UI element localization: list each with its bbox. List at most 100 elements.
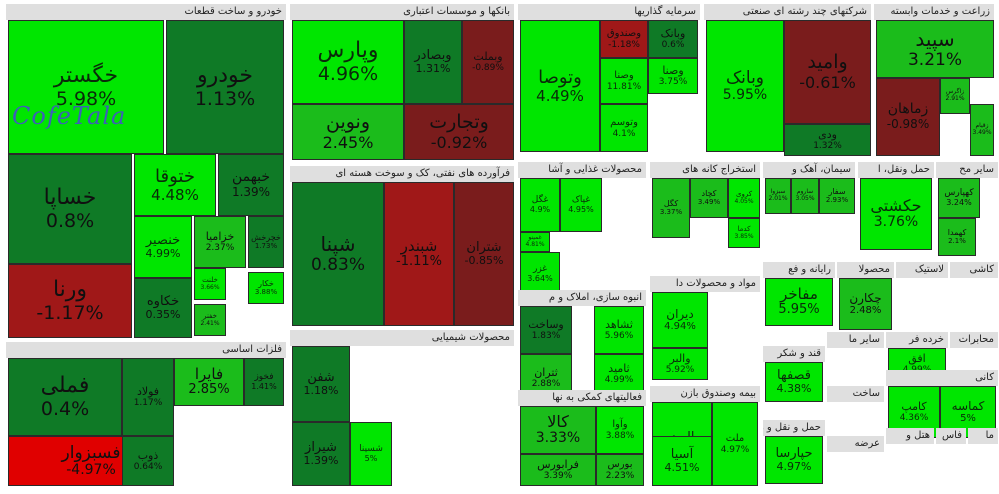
- stock-tile[interactable]: سپید 3.21%: [876, 20, 994, 78]
- sector-25[interactable]: ساخت: [827, 386, 884, 432]
- sector-10[interactable]: سایر مح کهپارس 3.24% کهمدا 2.1%: [936, 162, 998, 258]
- sector-2[interactable]: سرمایه گذاریها وتوصا 4.49% وصندوق -1.18% وبان…: [518, 4, 700, 156]
- stock-tile[interactable]: بورس 2.23%: [596, 454, 644, 486]
- stock-tile[interactable]: چکارن 2.48%: [839, 278, 892, 330]
- sector-6[interactable]: محصولات غذایی و آشا غگل 4.9% غپاک 4.95% غزر 3.…: [518, 162, 646, 300]
- stock-tile[interactable]: فولاد 1.17%: [122, 358, 174, 436]
- sector-21[interactable]: قند و شکر قصفها 4.38%: [763, 346, 825, 406]
- sector-14[interactable]: محصولا چکارن 2.48%: [837, 262, 894, 332]
- sector-13[interactable]: رایانه و فع مفاخر 5.95%: [763, 262, 835, 328]
- stock-tile[interactable]: وتوسم 4.1%: [600, 104, 648, 152]
- stock-tile[interactable]: وامید -0.61%: [784, 20, 871, 124]
- stock-tile[interactable]: حکشتی 3.76%: [860, 178, 932, 250]
- sector-5[interactable]: فرآورده های نفتی، کک و سوخت هسته ای شپنا 0…: [290, 166, 514, 326]
- stock-tile[interactable]: وصندوق -1.18%: [600, 20, 648, 58]
- stock-tile[interactable]: خلنت 3.66%: [194, 268, 226, 300]
- stock-tile[interactable]: ملت 4.97%: [712, 402, 758, 486]
- stock-tile[interactable]: ذوب 0.64%: [122, 436, 174, 486]
- sector-9[interactable]: حمل ونقل، ا حکشتی 3.76%: [858, 162, 934, 258]
- stock-tile[interactable]: فملی 0.4%: [8, 358, 122, 436]
- stock-tile[interactable]: سبزوا 2.01%: [765, 178, 791, 214]
- stock-tile[interactable]: کهپارس 3.24%: [938, 178, 980, 218]
- stock-tile[interactable]: وصنا 3.75%: [648, 58, 698, 94]
- sector-12[interactable]: مواد و محصولات دا دیران 4.94% والبر 5.92%: [650, 276, 760, 382]
- stock-tile[interactable]: مفاخر 5.95%: [765, 278, 833, 326]
- sector-31[interactable]: ما: [968, 428, 998, 486]
- stock-tile[interactable]: خکاوه 0.35%: [134, 278, 192, 338]
- stock-tile[interactable]: وآوا 3.88%: [596, 406, 644, 454]
- stock-tile[interactable]: وبانک 5.95%: [706, 20, 784, 152]
- sector-17[interactable]: فلزات اساسی فملی 0.4% فولاد 1.17% فسبزوار -4.9…: [6, 342, 286, 486]
- stock-tile[interactable]: خچرخش 1.73%: [248, 216, 284, 268]
- sector-20[interactable]: بیمه وصندوق بازنالبرز4.74%آسیا4.51%ملت4.…: [650, 386, 760, 486]
- stock-tile[interactable]: ودی 1.32%: [784, 124, 871, 156]
- stock-tile[interactable]: کدما 3.85%: [728, 218, 760, 248]
- stock-tile[interactable]: خگستر 5.98%: [8, 20, 164, 154]
- sector-title: قند و شکر: [763, 346, 825, 362]
- sector-30[interactable]: فاس: [936, 428, 966, 486]
- sector-1[interactable]: بانکها و موسسات اعتباری وپارس 4.96% وبصادر 1…: [290, 4, 514, 162]
- sector-22[interactable]: سایر ما: [827, 332, 884, 382]
- stock-tile[interactable]: خودرو 1.13%: [166, 20, 284, 154]
- stock-tile[interactable]: قصفها 4.38%: [765, 362, 823, 402]
- stock-tile[interactable]: وصنا 11.81%: [600, 58, 648, 104]
- sector-15[interactable]: لاستیک: [896, 262, 948, 332]
- stock-tile[interactable]: ونوین 2.45%: [292, 104, 404, 160]
- stock-tile[interactable]: ثامید 4.99%: [594, 354, 644, 394]
- stock-tile[interactable]: کروی 4.05%: [728, 178, 760, 218]
- sector-16[interactable]: کاشی: [950, 262, 998, 332]
- stock-tile[interactable]: خزامیا 2.37%: [194, 216, 246, 268]
- stock-tile[interactable]: وتجارت -0.92%: [404, 104, 514, 160]
- sector-26[interactable]: کانی کامپ 4.36% کماسه 5%: [886, 370, 998, 438]
- stock-tile[interactable]: کالا 3.33%: [520, 406, 596, 454]
- stock-tile[interactable]: ختوقا 4.48%: [134, 154, 216, 216]
- stock-tile[interactable]: زقیام 3.49%: [970, 104, 994, 156]
- sector-18[interactable]: محصولات شیمیایی شفن 1.18% شیراز 1.39% شسینا 5%: [290, 330, 514, 486]
- stock-tile[interactable]: دیران 4.94%: [652, 292, 708, 348]
- stock-tile[interactable]: ورنا -1.17%: [8, 264, 132, 338]
- stock-tile[interactable]: غپاک 4.95%: [560, 178, 602, 232]
- stock-tile[interactable]: خکار 3.88%: [248, 272, 284, 304]
- sector-28[interactable]: عرضه: [827, 436, 884, 486]
- stock-tile[interactable]: وتوصا 4.49%: [520, 20, 600, 152]
- sector-3[interactable]: شرکتهای چند رشته ای صنعتی وبانک 5.95% وامید…: [704, 4, 871, 156]
- stock-tile[interactable]: فایرا 2.85%: [174, 358, 244, 406]
- stock-tile[interactable]: کگل 3.37%: [652, 178, 690, 238]
- stock-tile[interactable]: غگل 4.9%: [520, 178, 560, 232]
- stock-tile[interactable]: شفن 1.18%: [292, 346, 350, 422]
- stock-tile[interactable]: وبملت -0.89%: [462, 20, 514, 104]
- stock-tile[interactable]: زماهان -0.98%: [876, 78, 940, 156]
- stock-tile[interactable]: حپارسا 4.97%: [765, 436, 823, 484]
- sector-19[interactable]: فعالیتهای کمکی به نها کالا 3.33% فرابورس 3.3…: [518, 390, 646, 486]
- stock-tile[interactable]: آسیا 4.51%: [652, 436, 712, 486]
- stock-tile[interactable]: وبانک 0.6%: [648, 20, 698, 58]
- stock-tile[interactable]: وپارس 4.96%: [292, 20, 404, 104]
- stock-tile[interactable]: زاگرس 2.91%: [940, 78, 970, 114]
- sector-4[interactable]: زراعت و خدمات وابسته سپید 3.21% زاگرس 2.91% ز…: [874, 4, 994, 156]
- stock-tile[interactable]: کهمدا 2.1%: [938, 218, 976, 256]
- stock-tile[interactable]: شتران -0.85%: [454, 182, 514, 326]
- stock-tile[interactable]: غمینو 4.81%: [520, 232, 550, 252]
- stock-tile[interactable]: شیراز 1.39%: [292, 422, 350, 486]
- stock-tile[interactable]: خنصیر 4.99%: [134, 216, 192, 278]
- stock-tile[interactable]: شسینا 5%: [350, 422, 392, 486]
- stock-tile[interactable]: خبهمن 1.39%: [218, 154, 284, 216]
- stock-tile[interactable]: شبندر -1.11%: [384, 182, 454, 326]
- sector-7[interactable]: استخراج کانه های کگل 3.37% کچاد 3.49% کدما 3.8…: [650, 162, 760, 272]
- stock-tile[interactable]: خساپا 0.8%: [8, 154, 132, 264]
- stock-tile[interactable]: وبصادر 1.31%: [404, 20, 462, 104]
- stock-tile[interactable]: وساخت 1.83%: [520, 306, 572, 354]
- stock-tile[interactable]: خفنر 2.41%: [194, 304, 226, 336]
- stock-tile[interactable]: شپنا 0.83%: [292, 182, 384, 326]
- stock-tile[interactable]: غزر 3.64%: [520, 252, 560, 296]
- sector-0[interactable]: خودرو و ساخت قطعات خگستر 5.98% خودرو 1.13% خس…: [6, 4, 286, 338]
- stock-tile[interactable]: کچاد 3.49%: [690, 178, 728, 218]
- stock-tile[interactable]: سفار 2.93%: [819, 178, 855, 214]
- stock-tile[interactable]: ثشاهد 5.96%: [594, 306, 644, 354]
- stock-tile[interactable]: فخوز 1.41%: [244, 358, 284, 406]
- stock-tile[interactable]: ساروم 3.05%: [791, 178, 819, 214]
- stock-tile[interactable]: والبر 5.92%: [652, 348, 708, 380]
- sector-29[interactable]: هتل و: [886, 428, 934, 486]
- sector-27[interactable]: حمل و نقل و رسحپارسا4.97%: [763, 420, 825, 486]
- stock-tile[interactable]: فرابورس 3.39%: [520, 454, 596, 486]
